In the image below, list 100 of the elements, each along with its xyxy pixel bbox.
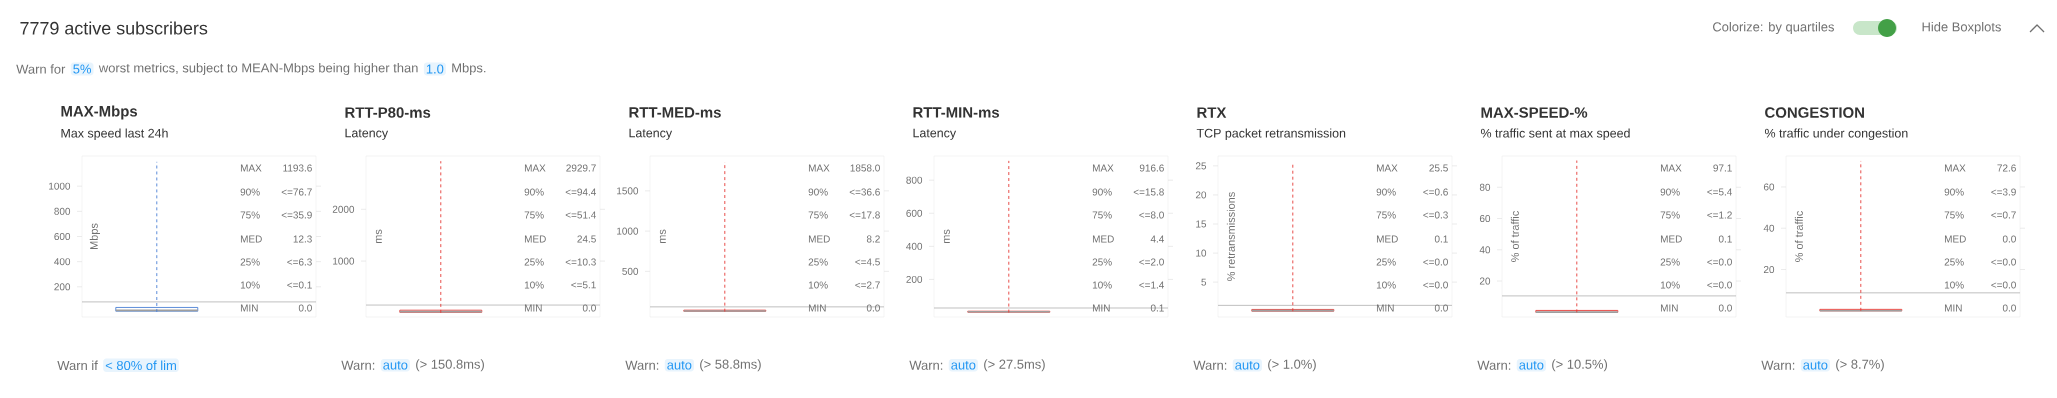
text: 7779 active subscribers — [20, 21, 208, 35]
annotation: MIN — [1660, 304, 1678, 312]
y-tick-label: 20 — [1195, 191, 1207, 199]
annotation: 1858.0 — [850, 164, 880, 172]
annotation: 0.0 — [582, 304, 596, 312]
chart-title: RTT-P80-ms — [345, 107, 431, 118]
annotation: MED — [1376, 235, 1398, 243]
annotation: 90% — [524, 188, 544, 196]
chart-title: CONGESTION — [1765, 107, 1864, 118]
text: < 80% of lim — [105, 360, 176, 371]
annotation: 10% — [240, 281, 260, 289]
text: Warn: — [1477, 360, 1511, 370]
annotation: <=1.2 — [1707, 211, 1732, 219]
annotation: MED — [1660, 235, 1682, 243]
y-tick-label: 40 — [1479, 246, 1491, 254]
annotation: 10% — [524, 281, 544, 289]
y-tick-label: 500 — [622, 267, 639, 275]
annotation: 24.5 — [577, 235, 596, 243]
y-tick-label: 20 — [1479, 277, 1491, 285]
annotation: <=3.9 — [1991, 188, 2016, 196]
y-tick-label: 15 — [1196, 220, 1207, 228]
y-tick-label: 200 — [54, 283, 71, 291]
text: Hide Boxplots — [1922, 21, 2001, 35]
annotation: 0.1 — [1434, 235, 1448, 243]
text: Warn: — [1193, 360, 1227, 370]
annotation: 72.6 — [1997, 164, 2016, 172]
annotation: <=36.6 — [849, 188, 880, 196]
text: Warn for — [16, 64, 66, 74]
annotation: 75% — [1376, 211, 1396, 219]
annotation: MED — [1092, 235, 1114, 243]
y-tick-label: 1000 — [617, 227, 639, 235]
annotation: MED — [524, 235, 546, 243]
text: auto — [383, 361, 408, 370]
annotation: MED — [240, 235, 262, 243]
annotation: 4.4 — [1150, 235, 1165, 243]
annotation: <=0.1 — [287, 281, 312, 289]
annotation: 10% — [1376, 281, 1396, 289]
annotation: 90% — [1092, 188, 1112, 196]
annotation: 25.5 — [1429, 164, 1448, 172]
text: worst metrics, subject to MEAN-Mbps being higher than — [98, 62, 418, 76]
annotation: 75% — [240, 211, 260, 219]
y-tick-label: 25 — [1195, 162, 1207, 170]
y-tick-label: 1000 — [49, 182, 71, 190]
annotation: <=5.1 — [571, 281, 596, 289]
annotation: 10% — [1660, 281, 1680, 289]
annotation: <=6.3 — [287, 258, 312, 266]
annotation: 75% — [1944, 211, 1964, 219]
text: Warn: — [341, 360, 375, 370]
annotation: MIN — [524, 304, 542, 312]
annotation: 25% — [240, 258, 260, 266]
text: auto — [1803, 361, 1828, 370]
annotation: 0.1 — [1718, 235, 1732, 243]
annotation: <=17.8 — [849, 211, 880, 219]
y-tick-label: 600 — [906, 209, 923, 217]
text: Warn: — [625, 360, 659, 370]
annotation: 0.0 — [2002, 235, 2016, 243]
annotation: <=76.7 — [281, 188, 312, 196]
annotation: <=0.0 — [1423, 281, 1448, 289]
text: Mbps. — [452, 62, 486, 76]
y-tick-label: 1000 — [333, 257, 355, 265]
y-axis-title: % retransmissions — [1226, 192, 1235, 281]
annotation: <=0.0 — [1991, 258, 2016, 266]
annotation: 25% — [808, 258, 828, 266]
chart-title: RTT-MIN-ms — [913, 107, 1000, 118]
chart-subtitle: Max speed last 24h — [61, 128, 168, 141]
text: Warn: — [1761, 360, 1795, 370]
y-tick-label: 600 — [54, 232, 71, 241]
annotation: 25% — [1660, 258, 1680, 266]
y-tick-label: 20 — [1763, 266, 1775, 274]
annotation: 75% — [524, 211, 544, 219]
annotation: <=1.4 — [1139, 281, 1165, 289]
annotation: MAX — [1376, 164, 1398, 172]
annotation: 12.3 — [293, 235, 312, 243]
chart-title: RTT-MED-ms — [629, 107, 721, 118]
annotation: MIN — [240, 304, 258, 312]
annotation: 0.0 — [866, 304, 880, 312]
text: 1.0 — [426, 64, 444, 74]
annotation: 90% — [808, 188, 828, 196]
annotation: MED — [808, 235, 830, 243]
annotation: 90% — [240, 188, 260, 196]
annotation: 10% — [1092, 281, 1112, 289]
text: auto — [1235, 361, 1260, 370]
text: auto — [667, 361, 692, 370]
annotation: 0.0 — [298, 304, 312, 312]
chart-subtitle: % traffic sent at max speed — [1480, 128, 1630, 141]
chart-subtitle: Latency — [629, 128, 673, 140]
y-tick-label: 800 — [54, 207, 71, 215]
annotation: 10% — [808, 281, 828, 289]
y-axis-title: % of traffic — [1510, 211, 1519, 262]
annotation: <=0.3 — [1423, 211, 1448, 219]
text: Colorize: by quartiles — [1713, 21, 1834, 35]
annotation: 25% — [1092, 258, 1112, 266]
y-axis-title: ms — [375, 229, 382, 244]
annotation: MIN — [808, 304, 826, 312]
annotation: 97.1 — [1713, 164, 1732, 172]
text: 5% — [73, 64, 92, 74]
annotation: MIN — [1376, 304, 1394, 312]
y-tick-label: 60 — [1479, 215, 1491, 223]
annotation: 25% — [1376, 258, 1396, 266]
annotation: 916.6 — [1139, 164, 1164, 172]
